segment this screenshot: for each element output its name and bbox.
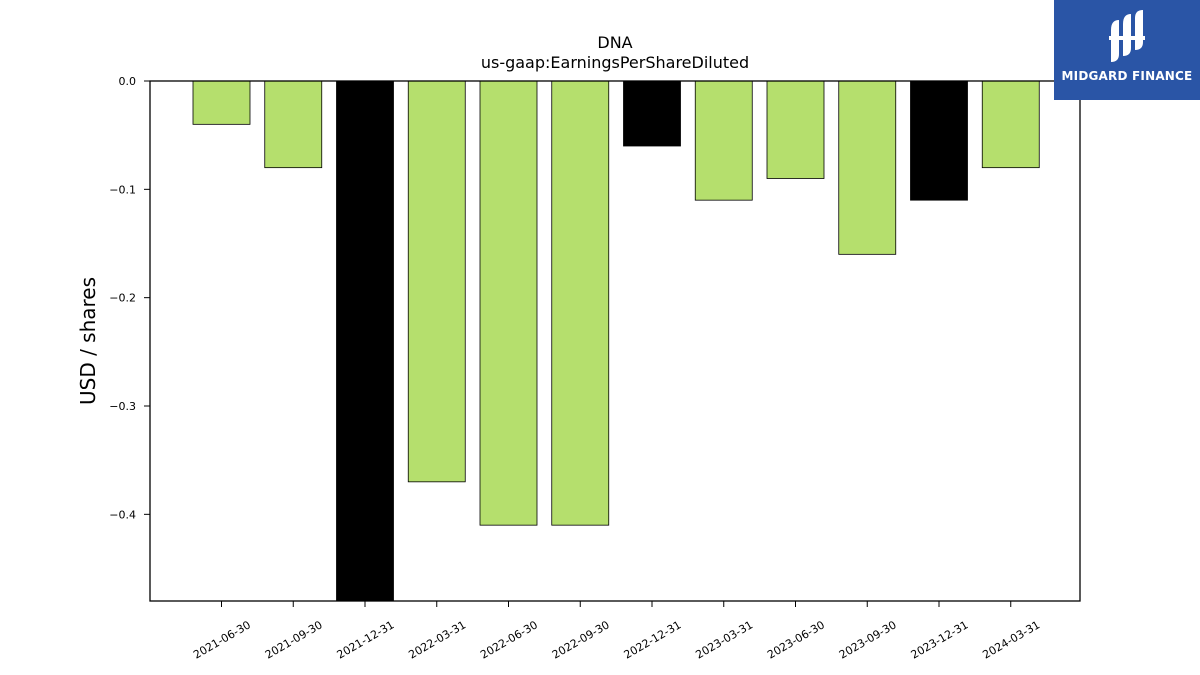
bar-2022-03-31 xyxy=(407,80,466,483)
plot-frame xyxy=(149,80,1081,602)
brand-mark-icon xyxy=(1109,10,1145,62)
bar-2021-09-30 xyxy=(264,80,323,169)
y-tick-label: −0.3 xyxy=(109,400,136,413)
y-axis-label: USD / shares xyxy=(76,277,100,405)
x-tick-label: 2021-06-30 xyxy=(191,618,253,661)
bar-2023-09-30 xyxy=(838,80,897,255)
brand-logo: MIDGARD FINANCE xyxy=(1054,0,1200,100)
bar-2023-12-31 xyxy=(910,80,968,201)
x-tick-label: 2023-09-30 xyxy=(837,618,899,661)
bar-2023-03-31 xyxy=(694,80,753,201)
x-tick-label: 2023-12-31 xyxy=(909,618,971,661)
bar-2024-03-31 xyxy=(981,80,1040,169)
brand-name: MIDGARD FINANCE xyxy=(1061,69,1193,83)
x-tick-label: 2023-06-30 xyxy=(765,618,827,661)
x-tick-label: 2022-09-30 xyxy=(550,618,612,661)
bar-2021-06-30 xyxy=(192,80,251,125)
y-tick-label: −0.4 xyxy=(109,508,136,521)
bar-2022-06-30 xyxy=(479,80,538,526)
x-tick-label: 2022-12-31 xyxy=(622,618,684,661)
x-tick-label: 2022-06-30 xyxy=(478,618,540,661)
y-ticks-group: 0.0 −0.1 −0.2 −0.3 −0.4 xyxy=(109,75,150,521)
bar-2022-09-30 xyxy=(551,80,610,526)
x-ticks-group: 2021-06-30 2021-09-30 2021-12-31 2022-03-31… xyxy=(191,601,1042,662)
x-tick-label: 2024-03-31 xyxy=(980,618,1042,661)
chart-subtitle: us-gaap:EarningsPerShareDiluted xyxy=(481,53,749,72)
bars-group xyxy=(192,80,1040,602)
bar-2022-12-31 xyxy=(623,80,681,147)
x-tick-label: 2022-03-31 xyxy=(406,618,468,661)
x-tick-label: 2021-12-31 xyxy=(335,618,397,661)
y-tick-label: −0.2 xyxy=(109,292,136,305)
chart-title: DNA xyxy=(597,33,632,52)
y-tick-label: −0.1 xyxy=(109,183,136,196)
x-tick-label: 2021-09-30 xyxy=(263,618,325,661)
y-tick-label: 0.0 xyxy=(119,75,137,88)
bar-2023-06-30 xyxy=(766,80,825,179)
x-tick-label: 2023-03-31 xyxy=(693,618,755,661)
bar-2021-12-31 xyxy=(336,80,394,602)
